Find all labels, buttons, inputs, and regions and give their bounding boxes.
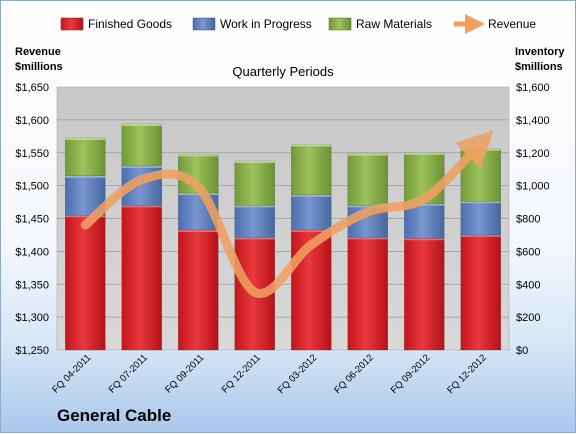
legend-swatch-raw-materials [328, 17, 352, 31]
right-tick-label: $1,400 [516, 115, 550, 127]
left-tick-label: $1,400 [15, 246, 49, 258]
bar-raw-materials-highlight [347, 153, 388, 156]
right-tick-label: $200 [516, 312, 540, 324]
right-tick-label: $1,200 [516, 148, 550, 160]
bar-finished-goods [121, 205, 162, 351]
bar-work-in-progress [460, 200, 501, 236]
bar-raw-materials [291, 144, 332, 195]
x-tick-label: FQ 06-2012 [332, 352, 376, 396]
x-tick-label: FQ 12-2012 [445, 352, 489, 396]
x-tick-label: FQ 12-2011 [220, 352, 263, 395]
bar-work-in-progress [291, 194, 332, 231]
bar-raw-materials-highlight [404, 152, 445, 155]
bar-raw-materials [347, 153, 388, 206]
legend-label-revenue: Revenue [488, 17, 536, 31]
legend-swatch-finished-goods [60, 17, 84, 31]
right-tick-label: $1,000 [516, 181, 550, 193]
right-tick-label: $600 [516, 246, 540, 258]
right-tick-label: $400 [516, 279, 540, 291]
right-axis-title-line2: $millions [515, 61, 563, 73]
bar-work-in-progress [404, 203, 445, 239]
bar-finished-goods-highlight [460, 234, 501, 237]
bar-finished-goods [65, 214, 106, 351]
bar-finished-goods-highlight [404, 238, 445, 241]
bar-work-in-progress-highlight [65, 175, 106, 178]
legend-label-finished-goods: Finished Goods [88, 17, 172, 31]
bar-work-in-progress [234, 205, 275, 238]
right-axis-ticks: $0 $200 $400 $600 $800 $1,000 $1,200 $1,400 $1,6… [516, 82, 550, 357]
x-tick-label: FQ 09-2011 [163, 352, 206, 395]
right-axis-title-line1: Inventory [515, 46, 565, 58]
bar-finished-goods [178, 229, 219, 351]
right-tick-label: $800 [516, 214, 540, 226]
x-tick-label: FQ 03-2012 [276, 352, 320, 396]
bar-raw-materials-highlight [291, 144, 332, 147]
chart-subtitle: Quarterly Periods [232, 64, 334, 79]
bar-work-in-progress-highlight [234, 205, 275, 208]
bar-finished-goods-highlight [347, 237, 388, 240]
left-tick-label: $1,500 [15, 181, 49, 193]
bar-raw-materials-highlight [178, 154, 219, 157]
bar-finished-goods [460, 234, 501, 351]
x-axis-ticks: FQ 04-2011 FQ 07-2011 FQ 09-2011 FQ 12-2011… [50, 352, 489, 396]
bar-work-in-progress-highlight [178, 193, 219, 196]
x-tick-label: FQ 09-2012 [389, 352, 433, 396]
legend-swatch-work-in-progress [192, 17, 216, 31]
bar-finished-goods [404, 237, 445, 351]
x-tick-label: FQ 04-2011 [50, 352, 93, 395]
left-axis-ticks: $1,250 $1,300 $1,350 $1,400 $1,450 $1,500 $1,5… [15, 82, 49, 357]
bar-finished-goods-highlight [65, 215, 106, 218]
left-tick-label: $1,650 [15, 82, 49, 94]
left-tick-label: $1,250 [15, 345, 49, 357]
legend: Finished Goods Work in Progress Raw Mate… [60, 14, 536, 34]
bar-finished-goods-highlight [121, 205, 162, 208]
bar-raw-materials [234, 160, 275, 206]
left-tick-label: $1,450 [15, 214, 49, 226]
bar-finished-goods-highlight [178, 230, 219, 233]
bar-raw-materials-highlight [65, 137, 106, 140]
left-tick-label: $1,550 [15, 148, 49, 160]
bar-finished-goods-highlight [234, 237, 275, 240]
bar-work-in-progress-highlight [404, 203, 445, 206]
bars [65, 123, 501, 351]
left-axis-title-line2: $millions [15, 61, 63, 73]
company-name: General Cable [57, 406, 172, 425]
left-tick-label: $1,600 [15, 115, 49, 127]
bar-raw-materials-highlight [121, 123, 162, 126]
bar-work-in-progress-highlight [347, 205, 388, 208]
left-axis-title-line1: Revenue [15, 46, 61, 58]
bar-work-in-progress-highlight [291, 194, 332, 197]
revenue-line-layer [80, 130, 494, 298]
bar-finished-goods-highlight [291, 230, 332, 233]
right-tick-label: $1,600 [516, 82, 550, 94]
legend-label-work-in-progress: Work in Progress [220, 17, 312, 31]
bar-work-in-progress-highlight [121, 165, 162, 168]
bar-finished-goods [347, 237, 388, 351]
left-tick-label: $1,300 [15, 312, 49, 324]
legend-label-raw-materials: Raw Materials [356, 17, 432, 31]
right-tick-label: $0 [516, 345, 528, 357]
revenue-line [80, 130, 494, 298]
bar-raw-materials [65, 137, 106, 177]
x-tick-label: FQ 07-2011 [107, 352, 150, 395]
bar-raw-materials-highlight [234, 160, 275, 163]
bar-work-in-progress-highlight [460, 201, 501, 204]
left-tick-label: $1,350 [15, 279, 49, 291]
bar-raw-materials [121, 123, 162, 167]
